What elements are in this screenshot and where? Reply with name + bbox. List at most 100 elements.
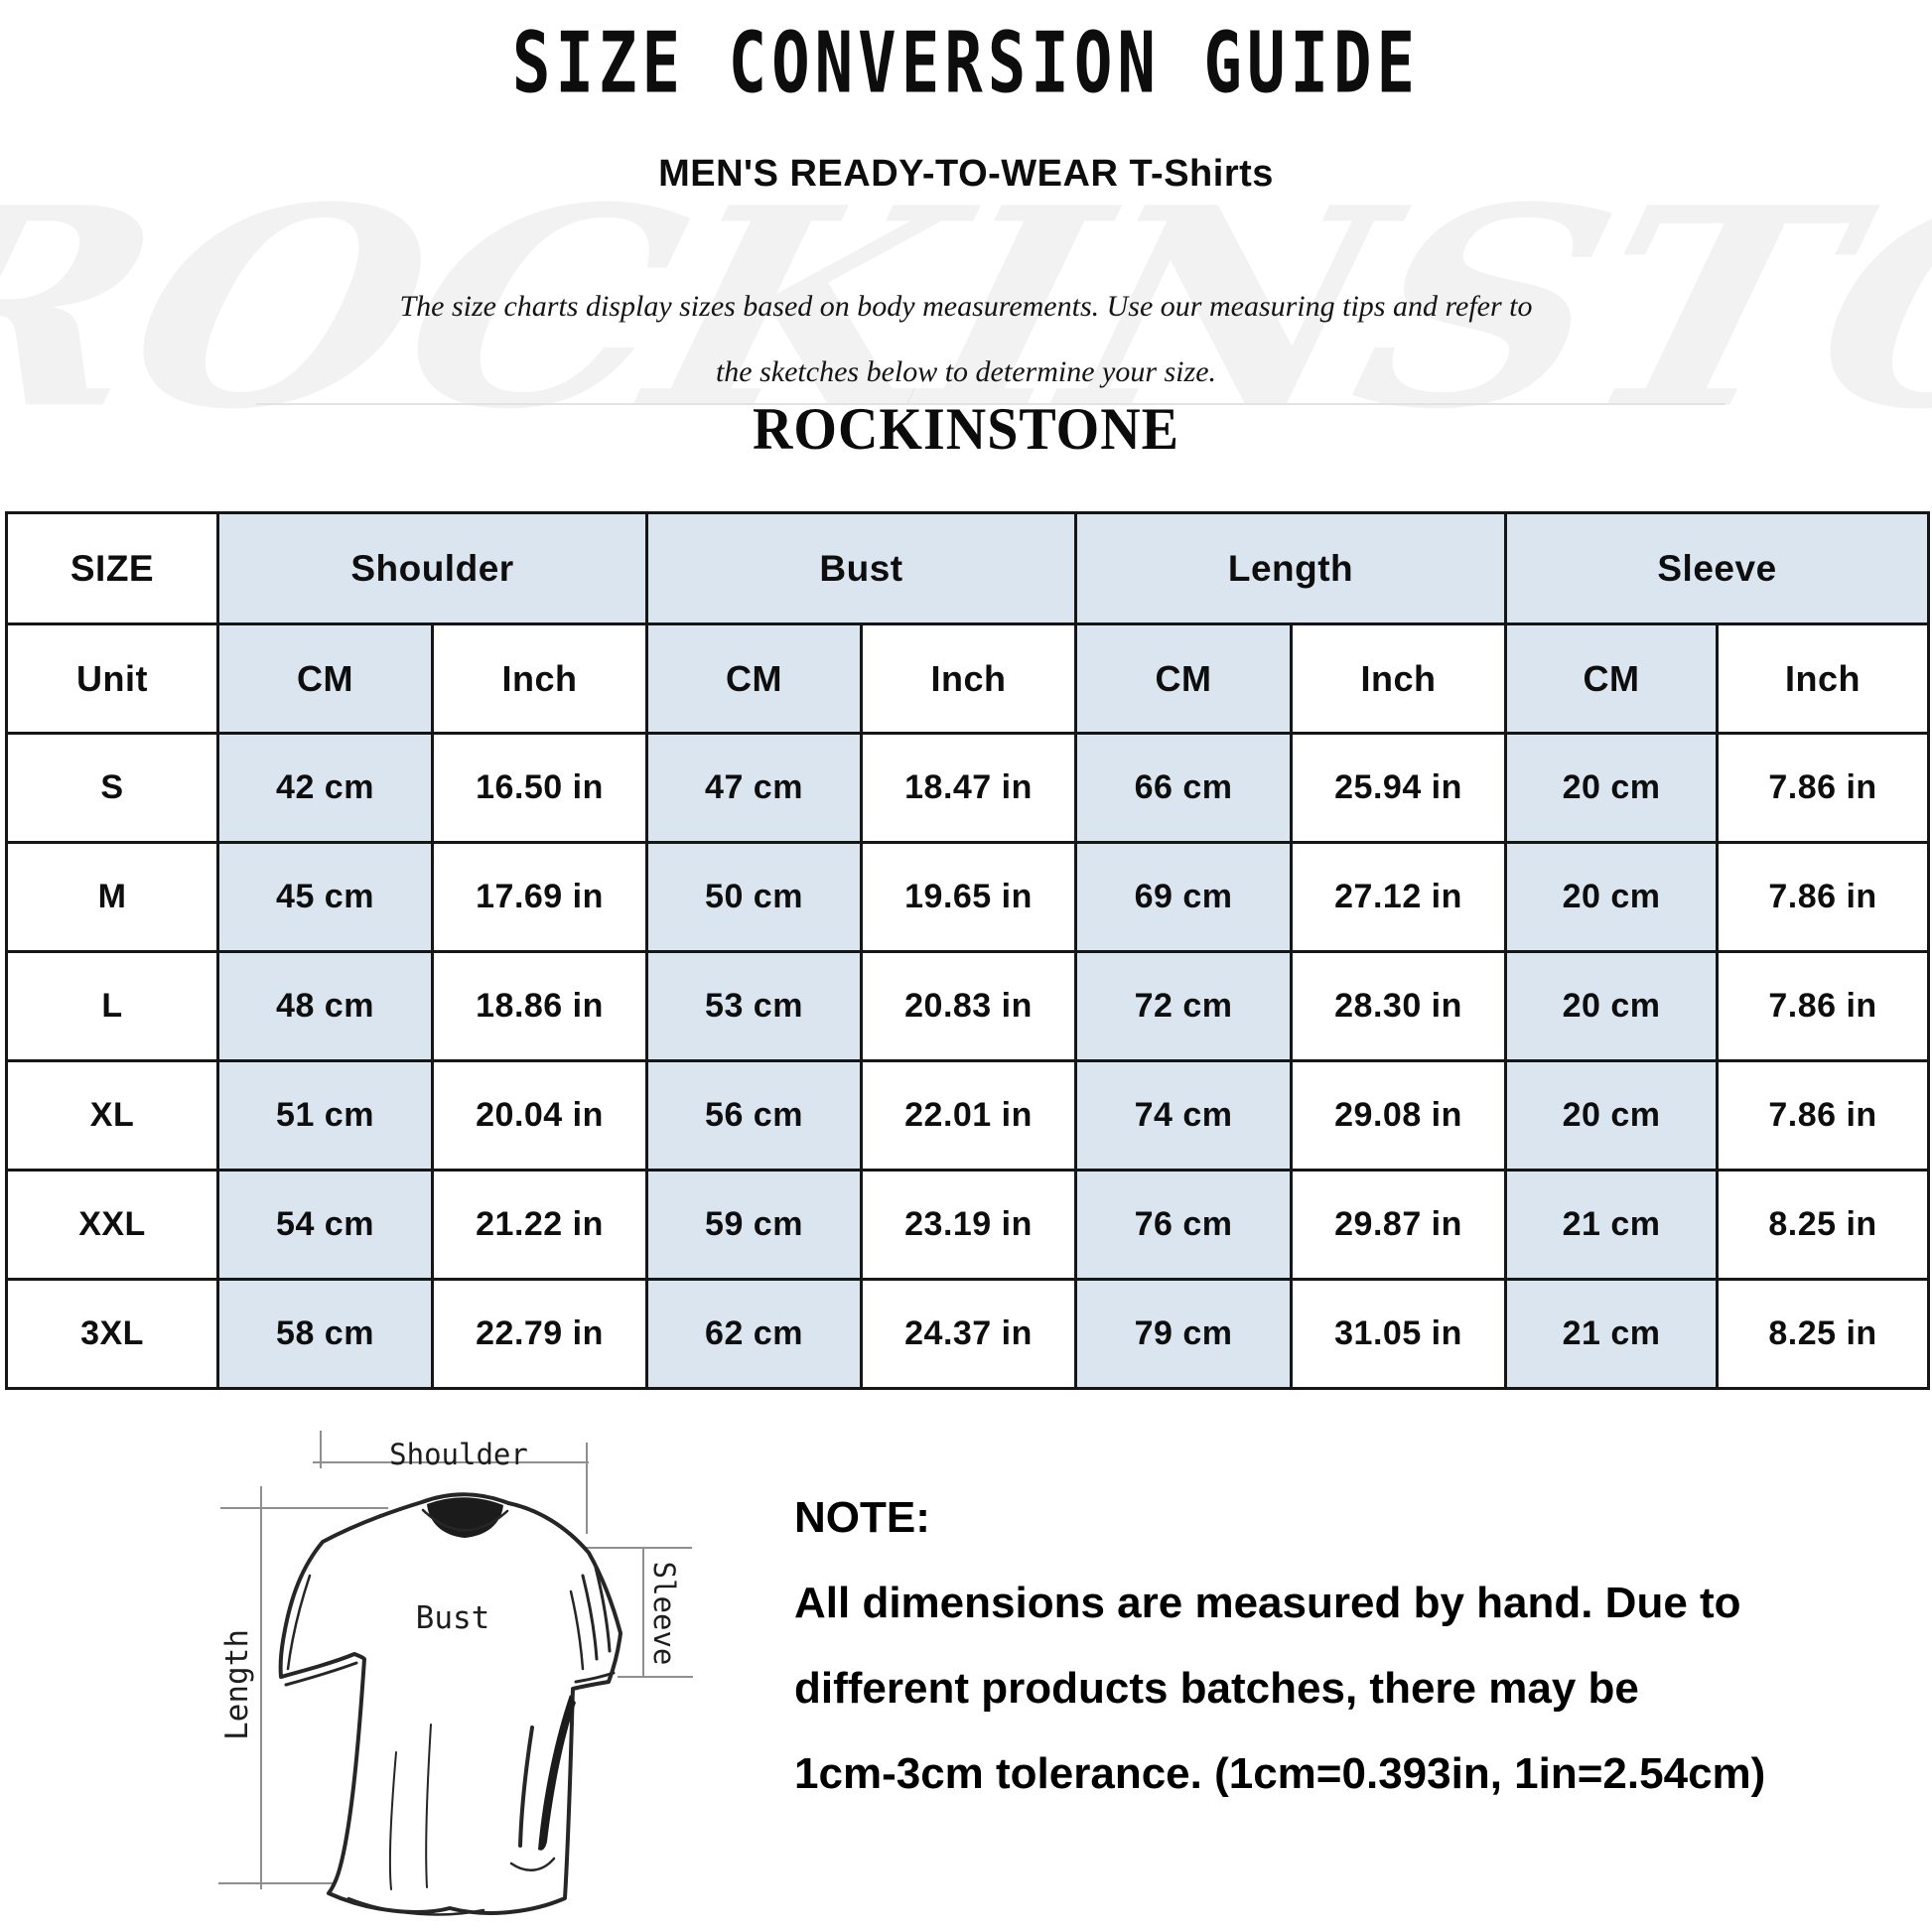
note-heading: NOTE: bbox=[794, 1493, 930, 1542]
value-cell: 7.86 in bbox=[1716, 732, 1931, 844]
divider-line bbox=[256, 403, 1725, 405]
table-row: XXL 54 cm 21.22 in 59 cm 23.19 in 76 cm … bbox=[5, 1169, 1931, 1281]
shoulder-label: Shoulder bbox=[389, 1438, 528, 1471]
right-cuff-line bbox=[574, 1671, 616, 1684]
note-line: All dimensions are measured by hand. Due… bbox=[794, 1579, 1741, 1627]
value-cell: 79 cm bbox=[1074, 1278, 1294, 1390]
value-cell: 74 cm bbox=[1074, 1059, 1294, 1172]
body-fold bbox=[425, 1724, 432, 1888]
length-label: Length bbox=[219, 1629, 255, 1740]
value-cell: 51 cm bbox=[216, 1059, 434, 1172]
value-cell: 28.30 in bbox=[1290, 950, 1508, 1062]
value-cell: 58 cm bbox=[216, 1278, 434, 1390]
body-fold bbox=[388, 1751, 397, 1890]
collar-band-line bbox=[421, 1508, 509, 1532]
value-cell: 18.47 in bbox=[859, 732, 1078, 844]
value-cell: 50 cm bbox=[645, 841, 863, 953]
value-cell: 54 cm bbox=[216, 1169, 434, 1281]
left-sleeve-fold bbox=[286, 1574, 312, 1671]
col-header-bust: Bust bbox=[644, 511, 1078, 625]
value-cell: 21.22 in bbox=[431, 1169, 648, 1281]
left-cuff-line bbox=[284, 1661, 358, 1687]
note-section: NOTE: All dimensions are measured by han… bbox=[794, 1494, 1932, 1836]
unit-cell: CM bbox=[645, 622, 863, 735]
value-cell: 66 cm bbox=[1074, 732, 1294, 844]
table-row: 3XL 58 cm 22.79 in 62 cm 24.37 in 79 cm … bbox=[5, 1278, 1931, 1390]
value-cell: 22.01 in bbox=[859, 1059, 1078, 1172]
col-header-size: SIZE bbox=[5, 511, 219, 625]
value-cell: 7.86 in bbox=[1716, 1059, 1931, 1172]
right-sleeve-fold bbox=[569, 1589, 585, 1671]
table-row: XL 51 cm 20.04 in 56 cm 22.01 in 74 cm 2… bbox=[5, 1059, 1931, 1172]
value-cell: 19.65 in bbox=[859, 841, 1078, 953]
size-label: M bbox=[5, 841, 219, 953]
value-cell: 29.87 in bbox=[1290, 1169, 1508, 1281]
table-header-row: SIZE Shoulder Bust Length Sleeve bbox=[5, 511, 1931, 625]
tshirt-measurement-diagram: Shoulder Bust Length Sleeve bbox=[218, 1431, 693, 1916]
size-label: 3XL bbox=[5, 1278, 219, 1390]
description: The size charts display sizes based on b… bbox=[399, 290, 1533, 388]
note-line: 1cm-3cm tolerance. (1cm=0.393in, 1in=2.5… bbox=[794, 1749, 1766, 1798]
value-cell: 22.79 in bbox=[431, 1278, 648, 1390]
value-cell: 69 cm bbox=[1074, 841, 1294, 953]
subtitle: MEN'S READY-TO-WEAR T-Shirts bbox=[658, 153, 1274, 195]
value-cell: 56 cm bbox=[645, 1059, 863, 1172]
value-cell: 72 cm bbox=[1074, 950, 1294, 1062]
value-cell: 76 cm bbox=[1074, 1169, 1294, 1281]
unit-cell: CM bbox=[216, 622, 434, 735]
value-cell: 42 cm bbox=[216, 732, 434, 844]
value-cell: 20 cm bbox=[1504, 1059, 1720, 1172]
right-sleeve-fold bbox=[594, 1566, 612, 1653]
value-cell: 47 cm bbox=[645, 732, 863, 844]
value-cell: 7.86 in bbox=[1716, 950, 1931, 1062]
value-cell: 20.04 in bbox=[431, 1059, 648, 1172]
body-fold bbox=[518, 1725, 534, 1848]
size-conversion-table: SIZE Shoulder Bust Length Sleeve Unit CM… bbox=[5, 511, 1931, 1390]
brand-name: ROCKINSTONE bbox=[752, 396, 1180, 464]
value-cell: 21 cm bbox=[1504, 1169, 1720, 1281]
value-cell: 31.05 in bbox=[1290, 1278, 1508, 1390]
value-cell: 21 cm bbox=[1504, 1278, 1720, 1390]
value-cell: 20 cm bbox=[1504, 841, 1720, 953]
table-unit-row: Unit CM Inch CM Inch CM Inch CM Inch bbox=[5, 622, 1931, 735]
value-cell: 17.69 in bbox=[431, 841, 648, 953]
value-cell: 20 cm bbox=[1504, 732, 1720, 844]
value-cell: 25.94 in bbox=[1290, 732, 1508, 844]
value-cell: 16.50 in bbox=[431, 732, 648, 844]
unit-cell: Inch bbox=[1290, 622, 1508, 735]
size-label: XXL bbox=[5, 1169, 219, 1281]
col-header-sleeve: Sleeve bbox=[1504, 511, 1931, 625]
value-cell: 45 cm bbox=[216, 841, 434, 953]
size-label: L bbox=[5, 950, 219, 1062]
value-cell: 59 cm bbox=[645, 1169, 863, 1281]
value-cell: 18.86 in bbox=[431, 950, 648, 1062]
hem-fold bbox=[346, 1896, 485, 1916]
value-cell: 27.12 in bbox=[1290, 841, 1508, 953]
collar-opening bbox=[427, 1497, 503, 1538]
size-label: S bbox=[5, 732, 219, 844]
unit-cell: Inch bbox=[1716, 622, 1931, 735]
unit-cell: CM bbox=[1074, 622, 1294, 735]
table-row: L 48 cm 18.86 in 53 cm 20.83 in 72 cm 28… bbox=[5, 950, 1931, 1062]
right-sleeve-fold bbox=[581, 1574, 599, 1661]
sleeve-label: Sleeve bbox=[647, 1562, 681, 1666]
value-cell: 62 cm bbox=[645, 1278, 863, 1390]
value-cell: 7.86 in bbox=[1716, 841, 1931, 953]
hem-fold bbox=[509, 1857, 556, 1871]
value-cell: 24.37 in bbox=[859, 1278, 1078, 1390]
value-cell: 20 cm bbox=[1504, 950, 1720, 1062]
underarm-shade bbox=[538, 1695, 576, 1851]
size-label: XL bbox=[5, 1059, 219, 1172]
value-cell: 53 cm bbox=[645, 950, 863, 1062]
col-header-length: Length bbox=[1074, 511, 1508, 625]
value-cell: 8.25 in bbox=[1716, 1169, 1931, 1281]
unit-label: Unit bbox=[5, 622, 219, 735]
value-cell: 20.83 in bbox=[859, 950, 1078, 1062]
value-cell: 29.08 in bbox=[1290, 1059, 1508, 1172]
table-row: S 42 cm 16.50 in 47 cm 18.47 in 66 cm 25… bbox=[5, 732, 1931, 844]
page-title: SIZE CONVERSION GUIDE bbox=[511, 16, 1421, 113]
note-line: different products batches, there may be bbox=[794, 1664, 1639, 1713]
value-cell: 8.25 in bbox=[1716, 1278, 1931, 1390]
value-cell: 48 cm bbox=[216, 950, 434, 1062]
